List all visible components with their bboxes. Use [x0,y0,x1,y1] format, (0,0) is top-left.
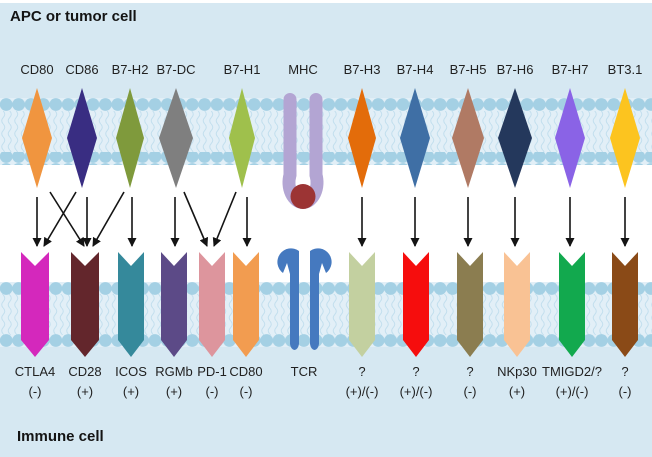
immune-cell-region [0,347,652,457]
arrow-cd86-to-ctla4 [43,191,77,247]
apc-membrane [0,98,652,165]
interaction-arrows [32,191,630,247]
arrow-b7-dc-to-pd-1 [183,191,209,247]
mhc-groove [282,168,324,209]
immune-cell-title: Immune cell [17,428,104,445]
arrow-b7-h1-to-pd-1 [212,191,237,247]
arrow-cd80-to-cd28 [49,191,85,247]
apc-cell-title: APC or tumor cell [10,8,137,25]
immune-membrane [0,282,652,347]
mhc-peptide [290,184,316,209]
apc-cell-region [0,3,652,98]
arrow-b7-h2-to-cd28 [92,191,125,247]
